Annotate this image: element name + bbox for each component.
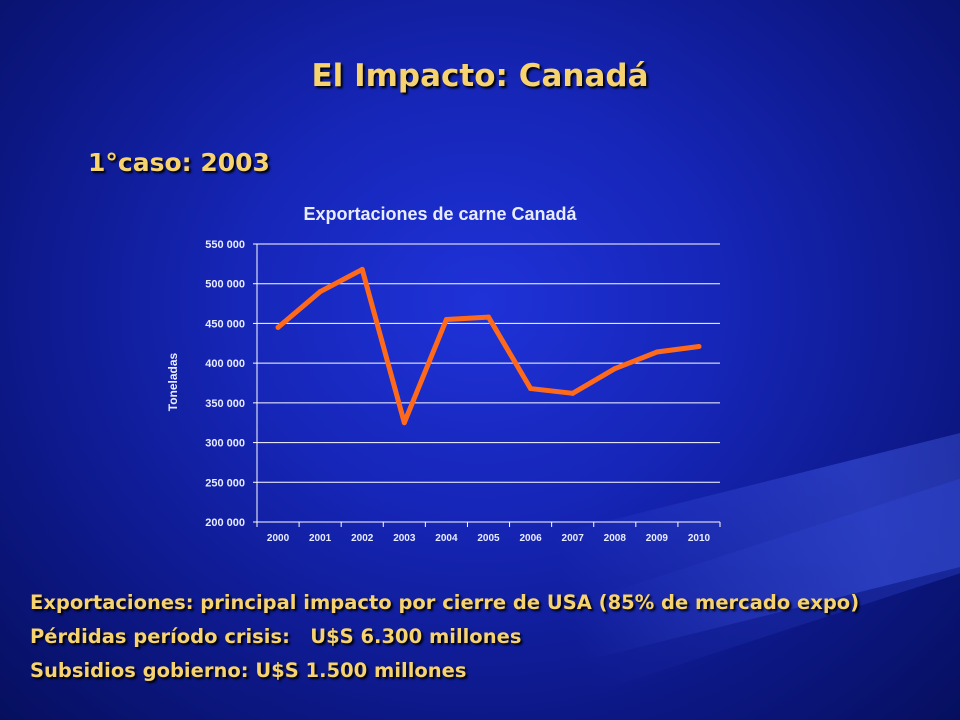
x-tick-label: 2004 bbox=[435, 533, 458, 544]
data-point bbox=[612, 366, 618, 372]
data-point bbox=[359, 266, 365, 272]
data-point bbox=[401, 420, 407, 426]
data-point bbox=[486, 314, 491, 320]
series-layer bbox=[275, 266, 702, 426]
chart-panel: Exportaciones de carne Canadá 200 000 250… bbox=[150, 196, 730, 548]
x-tick-label: 2009 bbox=[646, 533, 669, 544]
x-tick-label: 2001 bbox=[309, 533, 332, 544]
tick-label-layer: 200 000 250 000 300 000 350 000 400 000 450 0… bbox=[205, 239, 710, 544]
y-tick-label: 200 000 bbox=[205, 517, 245, 529]
axis-layer bbox=[253, 243, 721, 527]
y-axis-label: Toneladas bbox=[166, 352, 180, 411]
bullet-subsidies: Subsidios gobierno: U$S 1.500 millones bbox=[30, 659, 467, 682]
line-chart: 200 000 250 000 300 000 350 000 400 000 450 0… bbox=[166, 239, 721, 544]
x-tick-label: 2007 bbox=[562, 533, 585, 544]
data-point bbox=[654, 349, 660, 355]
data-point bbox=[443, 316, 449, 322]
x-tick-label: 2008 bbox=[604, 533, 627, 544]
y-tick-label: 400 000 bbox=[205, 358, 245, 370]
series-line bbox=[275, 266, 702, 426]
data-point bbox=[275, 324, 281, 330]
x-tick-label: 2000 bbox=[267, 533, 290, 544]
y-tick-label: 500 000 bbox=[205, 279, 245, 291]
data-point bbox=[528, 386, 534, 392]
x-tick-label: 2003 bbox=[393, 533, 416, 544]
data-point bbox=[570, 390, 576, 396]
data-point bbox=[696, 343, 702, 349]
slide-title: El Impacto: Canadá bbox=[311, 58, 649, 94]
x-tick-label: 2006 bbox=[519, 533, 542, 544]
x-tick-label: 2010 bbox=[688, 533, 711, 544]
bullet-exports: Exportaciones: principal impacto por cie… bbox=[30, 591, 860, 614]
chart-title: Exportaciones de carne Canadá bbox=[303, 204, 577, 224]
y-tick-label: 450 000 bbox=[205, 318, 245, 330]
x-tick-label: 2002 bbox=[351, 533, 374, 544]
y-tick-label: 300 000 bbox=[205, 438, 245, 450]
x-tick-label: 2005 bbox=[477, 533, 500, 544]
slide-subtitle: 1°caso: 2003 bbox=[88, 148, 270, 177]
y-tick-label: 550 000 bbox=[205, 239, 245, 251]
data-point bbox=[317, 289, 323, 295]
y-tick-label: 350 000 bbox=[205, 398, 245, 410]
bullet-list: Exportaciones: principal impacto por cie… bbox=[30, 586, 859, 688]
bullet-losses: Pérdidas período crisis: U$S 6.300 millo… bbox=[30, 625, 522, 648]
y-tick-label: 250 000 bbox=[205, 477, 245, 489]
